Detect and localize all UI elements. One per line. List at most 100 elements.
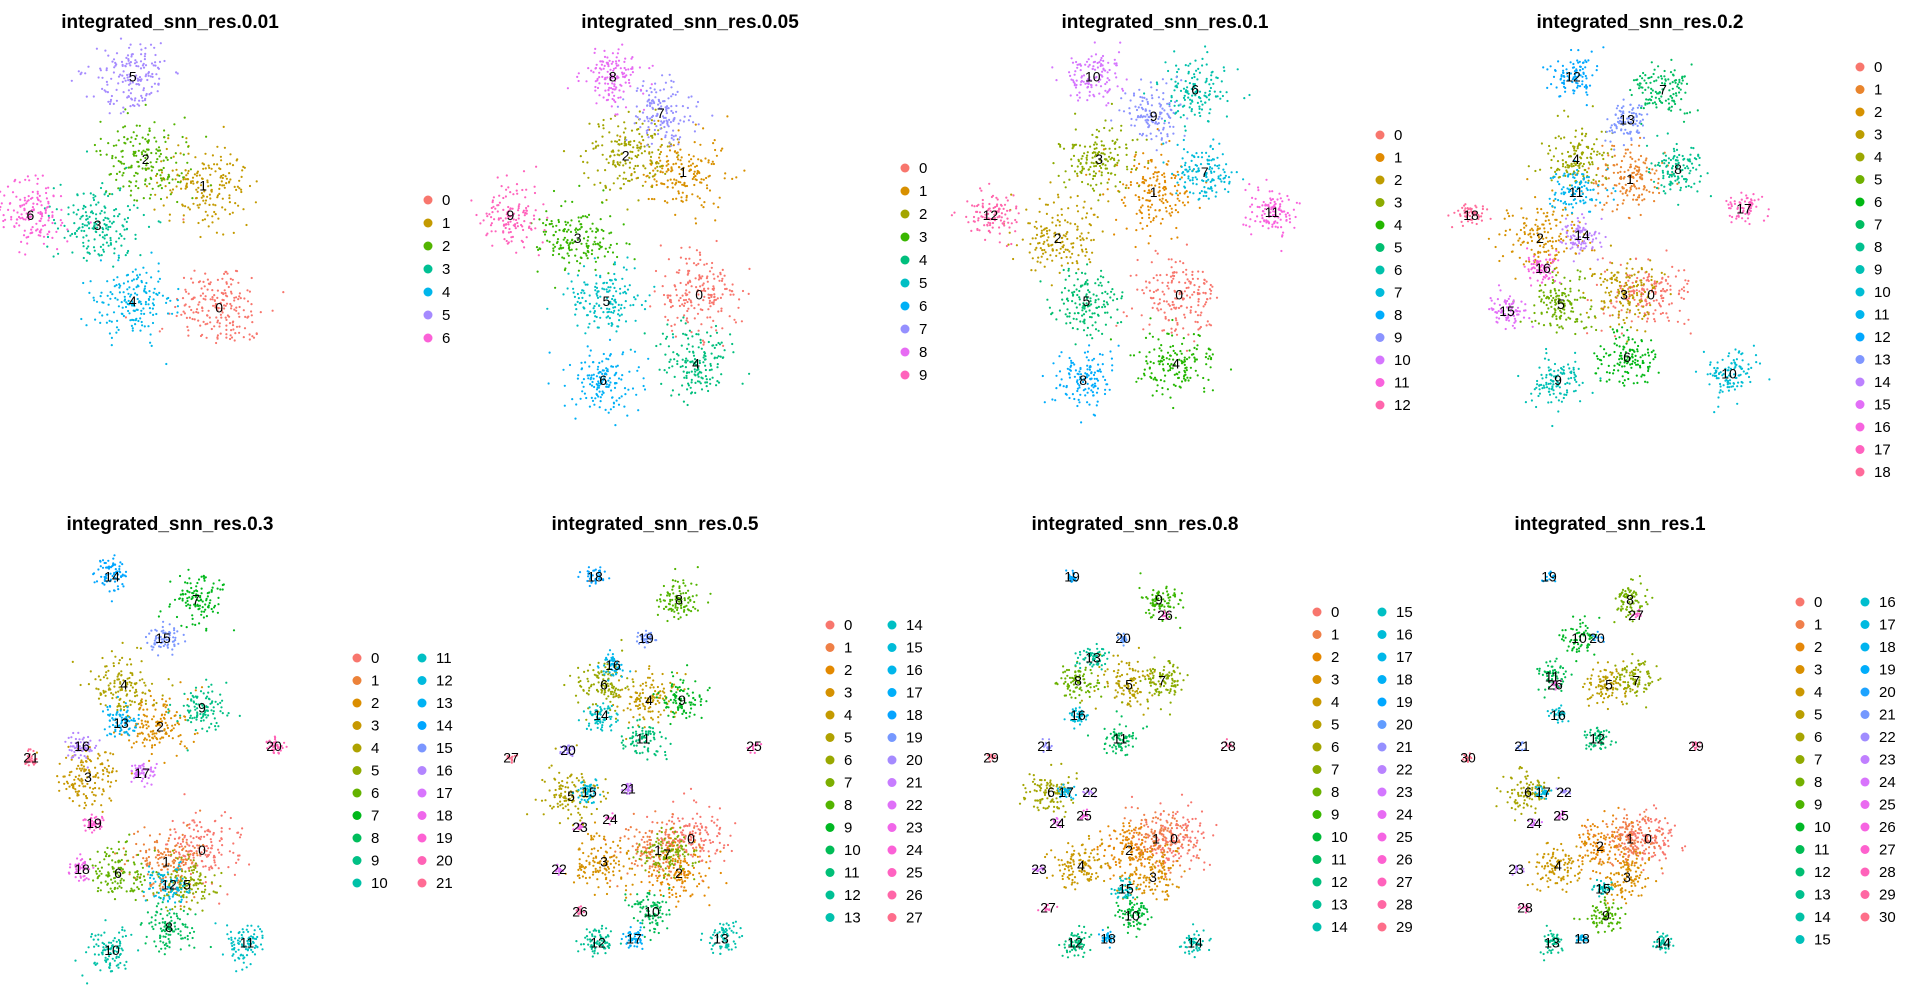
- point: [1107, 171, 1110, 175]
- point: [1161, 78, 1164, 81]
- point: [1151, 394, 1154, 397]
- point: [1148, 367, 1151, 370]
- point: [1075, 60, 1078, 64]
- point: [204, 323, 207, 326]
- point: [1205, 352, 1208, 355]
- point: [1125, 143, 1128, 146]
- point: [1184, 80, 1187, 83]
- point: [688, 246, 691, 249]
- point: [701, 377, 704, 380]
- point: [715, 239, 718, 243]
- point: [564, 200, 567, 203]
- point: [708, 189, 712, 192]
- point: [52, 194, 55, 197]
- point: [699, 143, 702, 146]
- point: [15, 222, 18, 225]
- point: [696, 100, 700, 104]
- point: [659, 123, 662, 126]
- point: [82, 207, 85, 210]
- panel-3: integrated_snn_res.0.1012345678910111201…: [950, 12, 1411, 424]
- point: [185, 174, 188, 177]
- point: [1179, 116, 1182, 119]
- point: [220, 309, 223, 312]
- point: [673, 375, 676, 378]
- point: [679, 119, 682, 122]
- point: [1069, 94, 1072, 97]
- point: [475, 213, 478, 217]
- point: [55, 230, 58, 233]
- point: [98, 311, 101, 314]
- point: [611, 60, 614, 63]
- point: [1199, 114, 1202, 118]
- point: [230, 307, 233, 310]
- legend-key: [1375, 310, 1385, 320]
- point: [1209, 166, 1212, 169]
- point: [167, 173, 170, 176]
- point: [1072, 79, 1075, 82]
- point: [585, 254, 588, 257]
- point: [585, 242, 588, 245]
- point: [589, 349, 592, 352]
- point: [1150, 104, 1153, 107]
- point: [1038, 241, 1041, 245]
- point: [1161, 281, 1164, 284]
- point: [589, 310, 592, 313]
- point: [108, 220, 111, 223]
- point: [1099, 64, 1102, 68]
- point: [1084, 63, 1087, 66]
- point: [1148, 332, 1151, 335]
- point: [636, 164, 640, 167]
- point: [151, 187, 154, 190]
- point: [247, 315, 250, 318]
- point: [608, 246, 611, 249]
- point: [581, 381, 584, 384]
- point: [1197, 288, 1200, 291]
- point: [250, 314, 253, 317]
- point: [690, 285, 693, 288]
- point: [85, 214, 88, 217]
- point: [502, 231, 505, 234]
- point: [242, 208, 245, 211]
- point: [577, 72, 580, 75]
- point: [490, 216, 493, 219]
- point: [235, 159, 238, 162]
- point: [688, 169, 692, 172]
- point: [1088, 344, 1091, 347]
- point: [1080, 232, 1083, 235]
- point: [194, 156, 197, 159]
- point: [1076, 293, 1079, 297]
- point: [1189, 179, 1192, 182]
- point: [1279, 218, 1282, 221]
- point: [1080, 421, 1083, 424]
- point: [712, 142, 715, 145]
- point: [1166, 112, 1169, 115]
- point: [120, 244, 123, 247]
- point: [1103, 392, 1107, 396]
- point: [1059, 145, 1062, 148]
- point: [594, 66, 598, 70]
- point: [134, 319, 137, 322]
- point: [1100, 144, 1103, 147]
- point: [1175, 226, 1178, 230]
- point: [1091, 177, 1095, 180]
- point: [1089, 145, 1092, 148]
- point: [23, 229, 26, 232]
- point: [698, 251, 702, 254]
- point: [110, 344, 113, 347]
- point: [243, 297, 246, 300]
- point: [507, 186, 510, 189]
- point: [685, 289, 688, 292]
- point: [1178, 199, 1181, 202]
- point: [1200, 311, 1203, 314]
- point: [1071, 393, 1074, 396]
- point: [225, 328, 228, 331]
- point: [129, 64, 132, 67]
- point: [204, 295, 207, 298]
- point: [0, 208, 1, 211]
- point: [1081, 217, 1084, 220]
- point: [659, 170, 662, 174]
- point: [87, 221, 90, 224]
- point: [630, 129, 634, 132]
- point: [638, 66, 642, 69]
- point: [1121, 291, 1124, 294]
